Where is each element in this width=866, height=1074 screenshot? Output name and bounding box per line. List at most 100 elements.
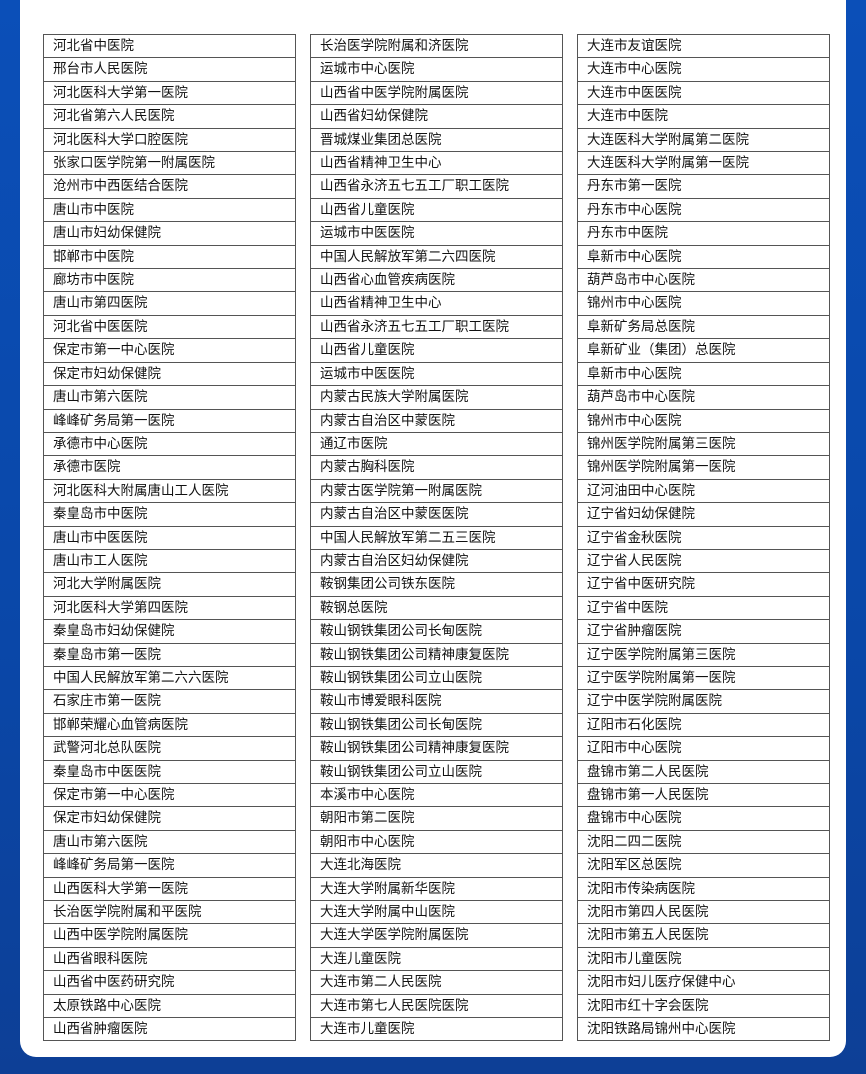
hospital-row: 大连市儿童医院: [311, 1018, 562, 1042]
hospital-row: 山西省永济五七五工厂职工医院: [311, 316, 562, 340]
hospital-row: 大连医科大学附属第一医院: [578, 152, 829, 176]
hospital-row: 唐山市工人医院: [44, 550, 295, 574]
hospital-row: 长治医学院附属和济医院: [311, 35, 562, 59]
hospital-row: 河北省中医医院: [44, 316, 295, 340]
hospital-row: 锦州市中心医院: [578, 292, 829, 316]
hospital-row: 河北省中医院: [44, 35, 295, 59]
hospital-row: 山西省中医药研究院: [44, 971, 295, 995]
hospital-row: 山西省儿童医院: [311, 199, 562, 223]
hospital-row: 阜新矿务局总医院: [578, 316, 829, 340]
hospital-row: 辽宁省肿瘤医院: [578, 620, 829, 644]
hospital-row: 内蒙古胸科医院: [311, 456, 562, 480]
hospital-row: 鞍山钢铁集团公司长甸医院: [311, 714, 562, 738]
hospital-row: 大连大学附属中山医院: [311, 901, 562, 925]
hospital-row: 大连大学医学院附属医院: [311, 924, 562, 948]
hospital-row: 阜新矿业（集团）总医院: [578, 339, 829, 363]
hospital-row: 峰峰矿务局第一医院: [44, 854, 295, 878]
hospital-row: 大连北海医院: [311, 854, 562, 878]
hospital-row: 辽宁省中医院: [578, 597, 829, 621]
hospital-row: 鞍钢总医院: [311, 597, 562, 621]
hospital-row: 丹东市中心医院: [578, 199, 829, 223]
hospital-row: 大连市中医医院: [578, 82, 829, 106]
hospital-row: 鞍山市博爱眼科医院: [311, 690, 562, 714]
hospital-row: 辽河油田中心医院: [578, 480, 829, 504]
hospital-row: 辽阳市石化医院: [578, 714, 829, 738]
hospital-row: 沈阳市第五人民医院: [578, 924, 829, 948]
hospital-row: 沈阳铁路局锦州中心医院: [578, 1018, 829, 1042]
hospital-row: 张家口医学院第一附属医院: [44, 152, 295, 176]
hospital-row: 朝阳市中心医院: [311, 831, 562, 855]
hospital-row: 大连市中心医院: [578, 58, 829, 82]
hospital-row: 山西省中医学院附属医院: [311, 82, 562, 106]
hospital-row: 葫芦岛市中心医院: [578, 269, 829, 293]
hospital-row: 锦州市中心医院: [578, 410, 829, 433]
hospital-row: 沈阳市第四人民医院: [578, 901, 829, 925]
hospital-table-column-3: 大连市友谊医院 大连市中心医院 大连市中医医院 大连市中医院 大连医科大学附属第二医院大…: [577, 34, 830, 1042]
hospital-row: 辽阳市中心医院: [578, 737, 829, 761]
hospital-row: 内蒙古自治区妇幼保健院: [311, 550, 562, 574]
hospital-row: 沈阳市红十字会医院: [578, 995, 829, 1019]
hospital-row: 保定市妇幼保健院: [44, 363, 295, 387]
hospital-row: 沈阳市儿童医院: [578, 948, 829, 972]
hospital-row: 邯郸荣耀心血管病医院: [44, 714, 295, 738]
hospital-row: 山西省儿童医院: [311, 339, 562, 363]
hospital-row: 山西省精神卫生中心: [311, 152, 562, 176]
hospital-row: 山西省眼科医院: [44, 948, 295, 972]
hospital-row: 辽宁医学院附属第一医院: [578, 667, 829, 691]
hospital-row: 秦皇岛市中医医院: [44, 761, 295, 784]
hospital-row: 沧州市中西医结合医院: [44, 175, 295, 199]
hospital-row: 秦皇岛市第一医院: [44, 644, 295, 667]
hospital-row: 鞍山钢铁集团公司立山医院: [311, 761, 562, 784]
hospital-row: 廊坊市中医院: [44, 269, 295, 293]
hospital-row: 内蒙古医学院第一附属医院: [311, 480, 562, 504]
hospital-row: 河北医科大附属唐山工人医院: [44, 480, 295, 504]
hospital-row: 辽宁省人民医院: [578, 550, 829, 574]
hospital-row: 长治医学院附属和平医院: [44, 901, 295, 925]
hospital-row: 鞍山钢铁集团公司精神康复医院: [311, 644, 562, 667]
hospital-row: 河北医科大学口腔医院: [44, 129, 295, 153]
hospital-row: 承德市中心医院: [44, 433, 295, 457]
hospital-row: 运城市中心医院: [311, 58, 562, 82]
hospital-row: 本溪市中心医院: [311, 784, 562, 808]
hospital-row: 盘锦市中心医院: [578, 807, 829, 831]
hospital-row: 葫芦岛市中心医院: [578, 386, 829, 410]
hospital-row: 武警河北总队医院: [44, 737, 295, 761]
hospital-row: 晋城煤业集团总医院: [311, 129, 562, 153]
hospital-row: 大连市中医院: [578, 105, 829, 129]
hospital-row: 锦州医学院附属第一医院: [578, 456, 829, 480]
hospital-row: 河北医科大学第一医院: [44, 82, 295, 106]
hospital-row: 唐山市第六医院: [44, 831, 295, 855]
hospital-row: 河北省第六人民医院: [44, 105, 295, 129]
hospital-row: 盘锦市第一人民医院: [578, 784, 829, 808]
hospital-table-column-1: 河北省中医院 邢台市人民医院 河北医科大学第一医院 河北省第六人民医院 河北医科大学口腔…: [43, 34, 296, 1042]
hospital-row: 山西省妇幼保健院: [311, 105, 562, 129]
hospital-row: 锦州医学院附属第三医院: [578, 433, 829, 457]
hospital-row: 鞍山钢铁集团公司立山医院: [311, 667, 562, 691]
hospital-row: 保定市第一中心医院: [44, 339, 295, 363]
hospital-row: 通辽市医院: [311, 433, 562, 457]
hospital-row: 盘锦市第二人民医院: [578, 761, 829, 784]
hospital-row: 大连医科大学附属第二医院: [578, 129, 829, 153]
hospital-row: 沈阳市传染病医院: [578, 878, 829, 902]
hospital-row: 丹东市中医院: [578, 222, 829, 246]
hospital-row: 山西省肿瘤医院: [44, 1018, 295, 1042]
hospital-row: 丹东市第一医院: [578, 175, 829, 199]
hospital-row: 大连市友谊医院: [578, 35, 829, 59]
hospital-row: 辽宁省中医研究院: [578, 573, 829, 597]
hospital-row: 河北大学附属医院: [44, 573, 295, 597]
hospital-row: 唐山市第四医院: [44, 292, 295, 316]
hospital-row: 大连市第七人民医院医院: [311, 995, 562, 1019]
hospital-row: 中国人民解放军第二六六医院: [44, 667, 295, 691]
hospital-row: 保定市第一中心医院: [44, 784, 295, 808]
hospital-row: 太原铁路中心医院: [44, 995, 295, 1019]
hospital-row: 河北医科大学第四医院: [44, 597, 295, 621]
hospital-row: 唐山市第六医院: [44, 386, 295, 410]
hospital-row: 沈阳二四二医院: [578, 831, 829, 855]
hospital-row: 中国人民解放军第二六四医院: [311, 246, 562, 270]
hospital-row: 秦皇岛市妇幼保健院: [44, 620, 295, 644]
hospital-row: 大连大学附属新华医院: [311, 878, 562, 902]
hospital-row: 石家庄市第一医院: [44, 690, 295, 714]
hospital-row: 辽宁省妇幼保健院: [578, 503, 829, 527]
hospital-row: 保定市妇幼保健院: [44, 807, 295, 831]
hospital-row: 山西医科大学第一医院: [44, 878, 295, 902]
